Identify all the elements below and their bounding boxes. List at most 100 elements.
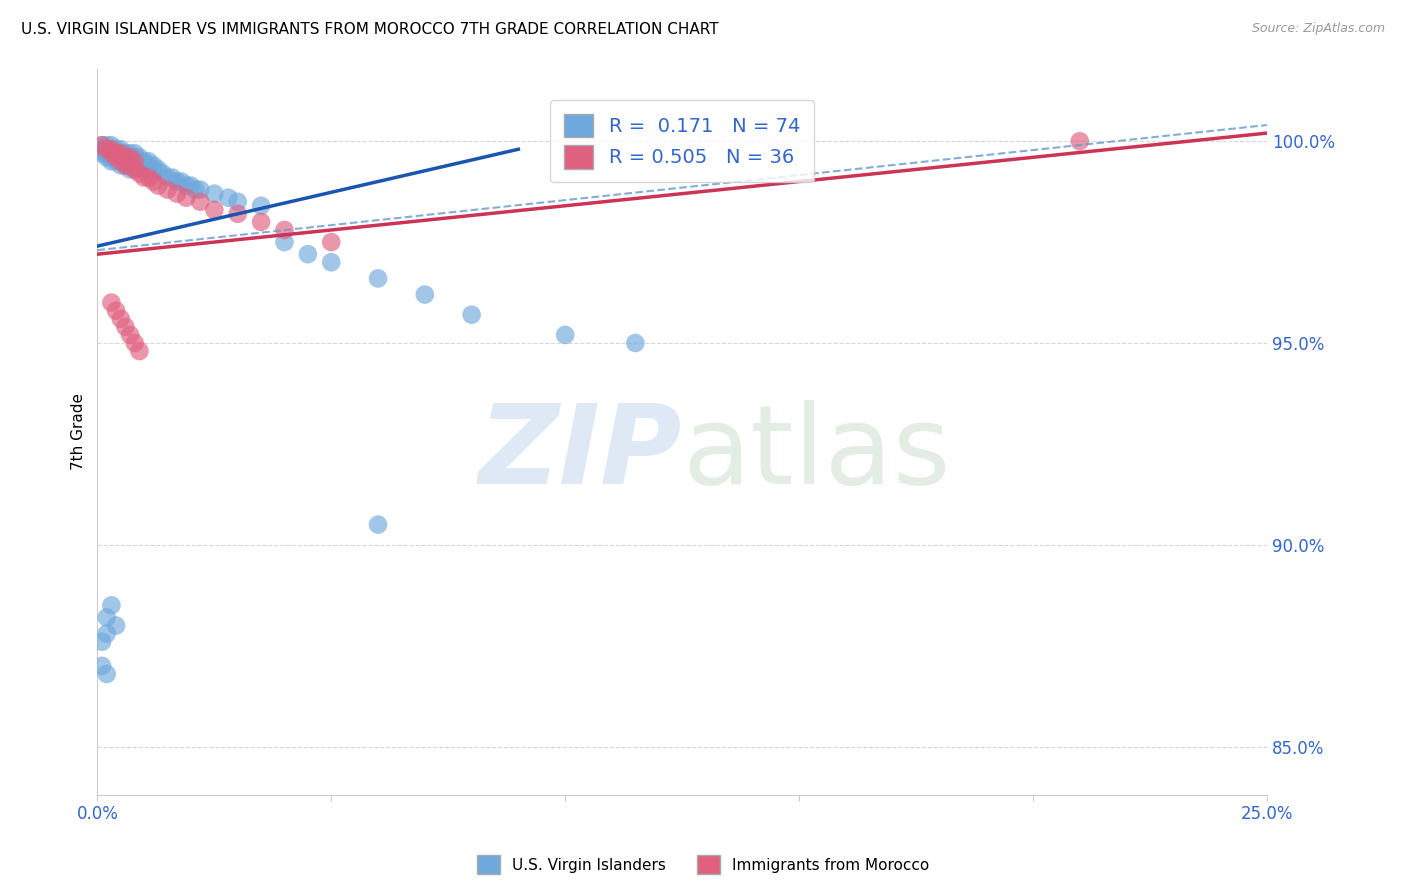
Point [96,138,118,153]
Point [124,162,146,177]
Point [124,336,146,351]
Point [128,150,150,164]
Point [202,202,225,217]
Y-axis label: 7th Grade: 7th Grade [72,393,86,470]
Legend: R =  0.171   N = 74, R = 0.505   N = 36: R = 0.171 N = 74, R = 0.505 N = 36 [551,100,814,183]
Point [134,158,156,172]
Point [91,659,114,673]
Point [160,170,183,185]
Point [100,295,122,310]
Text: atlas: atlas [682,401,950,507]
Point [142,158,165,172]
Point [217,191,239,205]
Point [250,199,273,213]
Point [105,146,128,161]
Point [146,178,169,193]
Point [156,183,179,197]
Point [105,150,128,164]
Point [174,178,197,193]
Point [114,154,136,169]
Point [138,170,160,185]
Point [250,215,273,229]
Point [166,186,188,201]
Point [124,146,146,161]
Point [105,142,128,156]
Point [96,626,118,640]
Point [188,194,211,209]
Point [91,138,114,153]
Point [128,166,150,180]
Point [100,142,122,156]
Point [134,170,156,185]
Point [100,146,122,161]
Point [180,178,202,193]
Point [120,162,142,177]
Point [146,162,169,177]
Point [96,142,118,156]
Text: Source: ZipAtlas.com: Source: ZipAtlas.com [1251,22,1385,36]
Point [138,154,160,169]
Point [624,336,647,351]
Point [96,610,118,624]
Point [138,158,160,172]
Point [91,138,114,153]
Point [114,150,136,164]
Point [100,142,122,156]
Point [100,599,122,613]
Point [321,235,343,249]
Legend: U.S. Virgin Islanders, Immigrants from Morocco: U.S. Virgin Islanders, Immigrants from M… [471,849,935,880]
Point [174,191,197,205]
Point [105,150,128,164]
Point [110,150,132,164]
Point [297,247,319,261]
Text: U.S. VIRGIN ISLANDER VS IMMIGRANTS FROM MOROCCO 7TH GRADE CORRELATION CHART: U.S. VIRGIN ISLANDER VS IMMIGRANTS FROM … [21,22,718,37]
Point [105,303,128,318]
Point [367,271,389,285]
Point [114,146,136,161]
Point [273,235,295,249]
Point [110,311,132,326]
Point [460,308,482,322]
Point [124,150,146,164]
Point [105,146,128,161]
Point [96,142,118,156]
Point [128,344,150,359]
Point [114,158,136,172]
Point [105,618,128,632]
Point [273,223,295,237]
Point [110,146,132,161]
Point [226,207,249,221]
Point [202,186,225,201]
Point [120,327,142,342]
Point [100,138,122,153]
Point [156,170,179,185]
Point [96,667,118,681]
Point [128,158,150,172]
Point [188,183,211,197]
Point [120,150,142,164]
Point [124,154,146,169]
Point [120,146,142,161]
Point [134,154,156,169]
Point [110,142,132,156]
Point [114,319,136,334]
Point [110,154,132,169]
Point [110,146,132,161]
Point [142,162,165,177]
Point [184,183,207,197]
Point [105,154,128,169]
Text: ZIP: ZIP [478,401,682,507]
Point [110,154,132,169]
Point [100,154,122,169]
Point [321,255,343,269]
Point [170,175,193,189]
Point [124,154,146,169]
Point [120,150,142,164]
Point [100,150,122,164]
Point [91,634,114,648]
Point [226,194,249,209]
Point [120,154,142,169]
Point [96,146,118,161]
Point [91,146,114,161]
Point [120,158,142,172]
